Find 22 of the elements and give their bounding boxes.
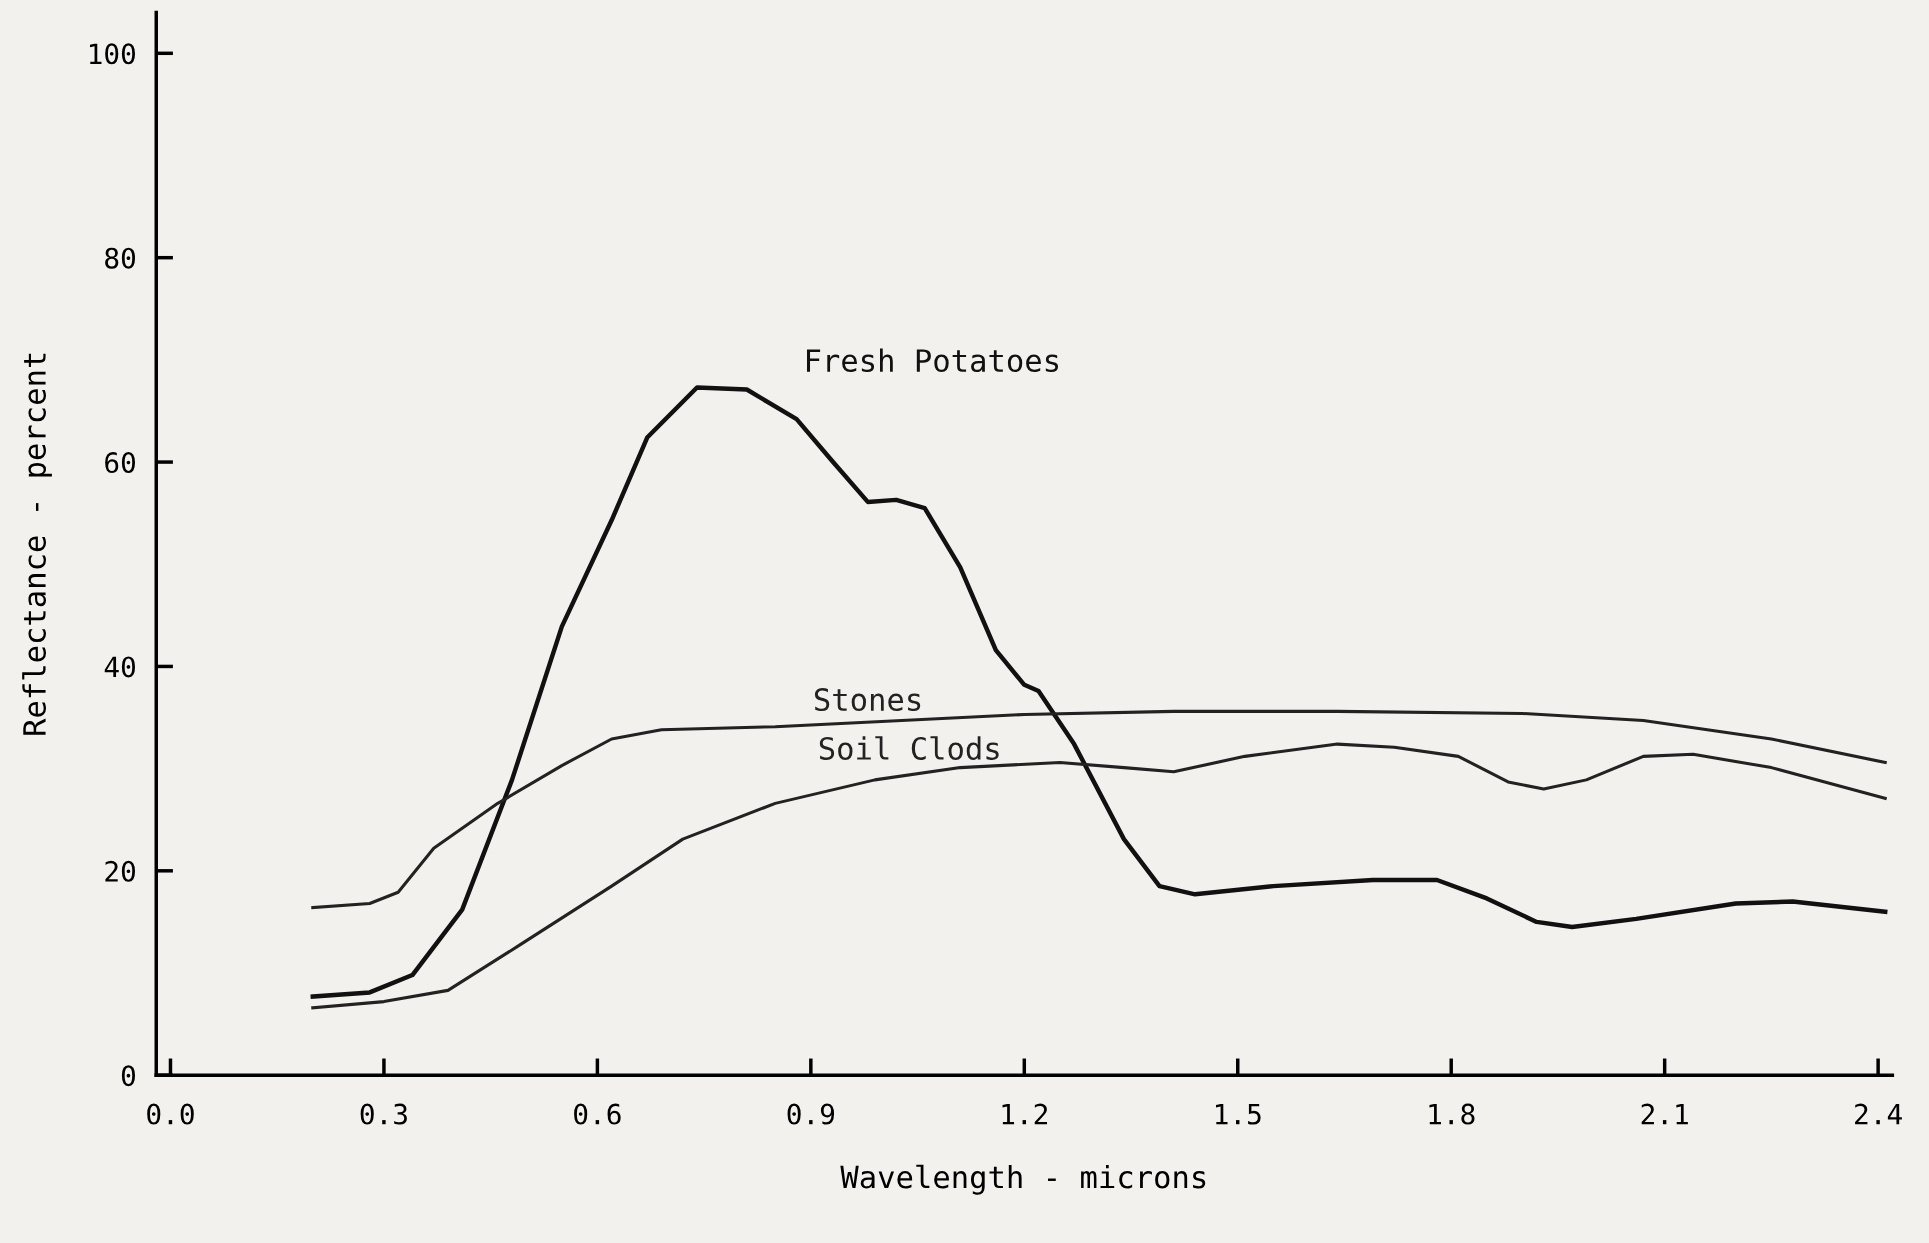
x-tick-label: 1.8	[1429, 1103, 1475, 1125]
line-series	[310, 385, 1888, 999]
y-tick-label: 20	[105, 860, 135, 882]
x-tick-label: 0.0	[147, 1103, 194, 1125]
x-tick-label: 1.2	[1002, 1103, 1048, 1125]
y-tick-label: 80	[105, 247, 135, 269]
x-tick-label: 2.1	[1641, 1103, 1688, 1125]
line-series	[311, 709, 1887, 910]
y-axis-title: Reflectance - percent	[22, 353, 52, 735]
series-label: Stones	[814, 688, 921, 712]
series-label: Soil Clods	[819, 736, 999, 760]
y-tick-label: 60	[105, 452, 135, 474]
y-tick-label: 0	[121, 1065, 135, 1087]
x-tick-label: 0.3	[360, 1103, 407, 1125]
y-tick-label: 100	[89, 43, 135, 65]
x-tick-label: 0.9	[787, 1103, 835, 1125]
x-tick-label: 2.4	[1855, 1103, 1902, 1125]
series-label: Fresh Potatoes	[806, 348, 1059, 373]
x-axis-title: Wavelength - microns	[840, 1164, 1206, 1195]
x-tick-label: 1.5	[1216, 1103, 1261, 1125]
x-tick-label: 0.6	[574, 1103, 621, 1125]
y-tick-label: 40	[104, 656, 135, 678]
